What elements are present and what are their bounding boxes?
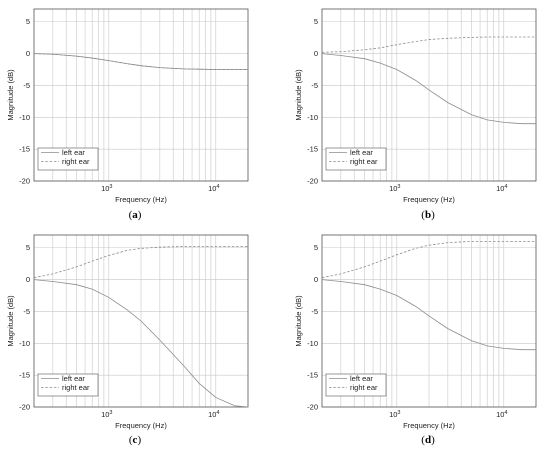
x-tick-label: 103 — [389, 184, 400, 193]
legend-entry: right ear — [62, 157, 90, 166]
legend-entry: right ear — [350, 157, 378, 166]
panel-label: (b) — [421, 209, 435, 221]
x-tick-label: 104 — [208, 184, 219, 193]
y-tick-label: -5 — [23, 81, 30, 90]
legend-entry: right ear — [350, 383, 378, 392]
legend-entry: left ear — [350, 374, 373, 383]
x-tick-label: 103 — [389, 410, 400, 419]
y-tick-label: -5 — [311, 81, 318, 90]
panel-d: 5 0 -5 -10 -15 -20 103 104 Frequency (Hz) Magnitu… — [294, 234, 537, 446]
y-tick-label: -15 — [19, 371, 30, 380]
x-tick-label: 104 — [496, 184, 507, 193]
x-axis-label: Frequency (Hz) — [115, 421, 167, 430]
series-line-right-ear — [33, 53, 248, 70]
grid — [34, 9, 248, 182]
legend-box — [325, 147, 387, 171]
grid — [34, 235, 248, 408]
legend-box — [325, 373, 387, 397]
series-line-left-ear — [33, 279, 249, 408]
y-tick-label: -20 — [307, 177, 318, 186]
x-tick-label: 103 — [101, 184, 112, 193]
y-tick-label: 5 — [314, 17, 318, 26]
series-line-left-ear — [321, 279, 536, 351]
y-tick-label: -15 — [307, 371, 318, 380]
y-tick-label: -20 — [19, 177, 30, 186]
legend-entry: left ear — [62, 374, 85, 383]
y-tick-label: -10 — [307, 339, 318, 348]
y-tick-label: -10 — [19, 339, 30, 348]
y-tick-label: -15 — [307, 145, 318, 154]
panel-a: 5 0 -5 -10 -15 -20 103 104 Frequency (Hz) Magnitu… — [6, 8, 249, 221]
y-tick-label: 0 — [314, 275, 318, 284]
panel-label: (a) — [129, 209, 142, 221]
y-tick-label: 0 — [26, 275, 30, 284]
series-line-right-ear — [321, 240, 536, 279]
series-line-right-ear — [33, 246, 248, 279]
y-tick-label: 5 — [314, 243, 318, 252]
axes-frame — [321, 234, 537, 408]
x-axis-label: Frequency (Hz) — [403, 421, 455, 430]
axes-frame — [33, 8, 249, 182]
legend-box — [37, 373, 99, 397]
y-axis-label: Magnitude (dB) — [6, 295, 15, 347]
x-tick-label: 104 — [496, 410, 507, 419]
series-line-left-ear — [321, 53, 536, 125]
x-axis-label: Frequency (Hz) — [403, 195, 455, 204]
x-tick-label: 103 — [101, 410, 112, 419]
legend-entry: right ear — [62, 383, 90, 392]
y-axis-label: Magnitude (dB) — [294, 69, 303, 121]
axes-frame — [33, 234, 249, 408]
y-tick-label: -5 — [311, 307, 318, 316]
panel-label: (c) — [129, 434, 142, 446]
y-axis-label: Magnitude (dB) — [6, 69, 15, 121]
y-tick-label: -20 — [307, 403, 318, 412]
x-tick-label: 104 — [208, 410, 219, 419]
panel-label: (d) — [421, 434, 435, 446]
panel-b: 5 0 -5 -10 -15 -20 103 104 Frequency (Hz) Magnitu… — [294, 8, 537, 221]
y-tick-label: 0 — [26, 49, 30, 58]
legend-box — [37, 147, 99, 171]
grid — [322, 9, 536, 182]
y-tick-label: 5 — [26, 17, 30, 26]
y-tick-label: -10 — [307, 113, 318, 122]
y-tick-label: -15 — [19, 145, 30, 154]
axes-frame — [321, 8, 537, 182]
y-tick-label: -20 — [19, 403, 30, 412]
legend-entry: left ear — [62, 148, 85, 157]
series-line-right-ear — [321, 36, 536, 53]
y-tick-label: -5 — [23, 307, 30, 316]
y-axis-label: Magnitude (dB) — [294, 295, 303, 347]
panel-c: 5 0 -5 -10 -15 -20 103 104 Frequency (Hz) Magnitu… — [6, 234, 249, 446]
y-tick-label: -10 — [19, 113, 30, 122]
legend-entry: left ear — [350, 148, 373, 157]
y-tick-label: 5 — [26, 243, 30, 252]
y-tick-label: 0 — [314, 49, 318, 58]
x-axis-label: Frequency (Hz) — [115, 195, 167, 204]
